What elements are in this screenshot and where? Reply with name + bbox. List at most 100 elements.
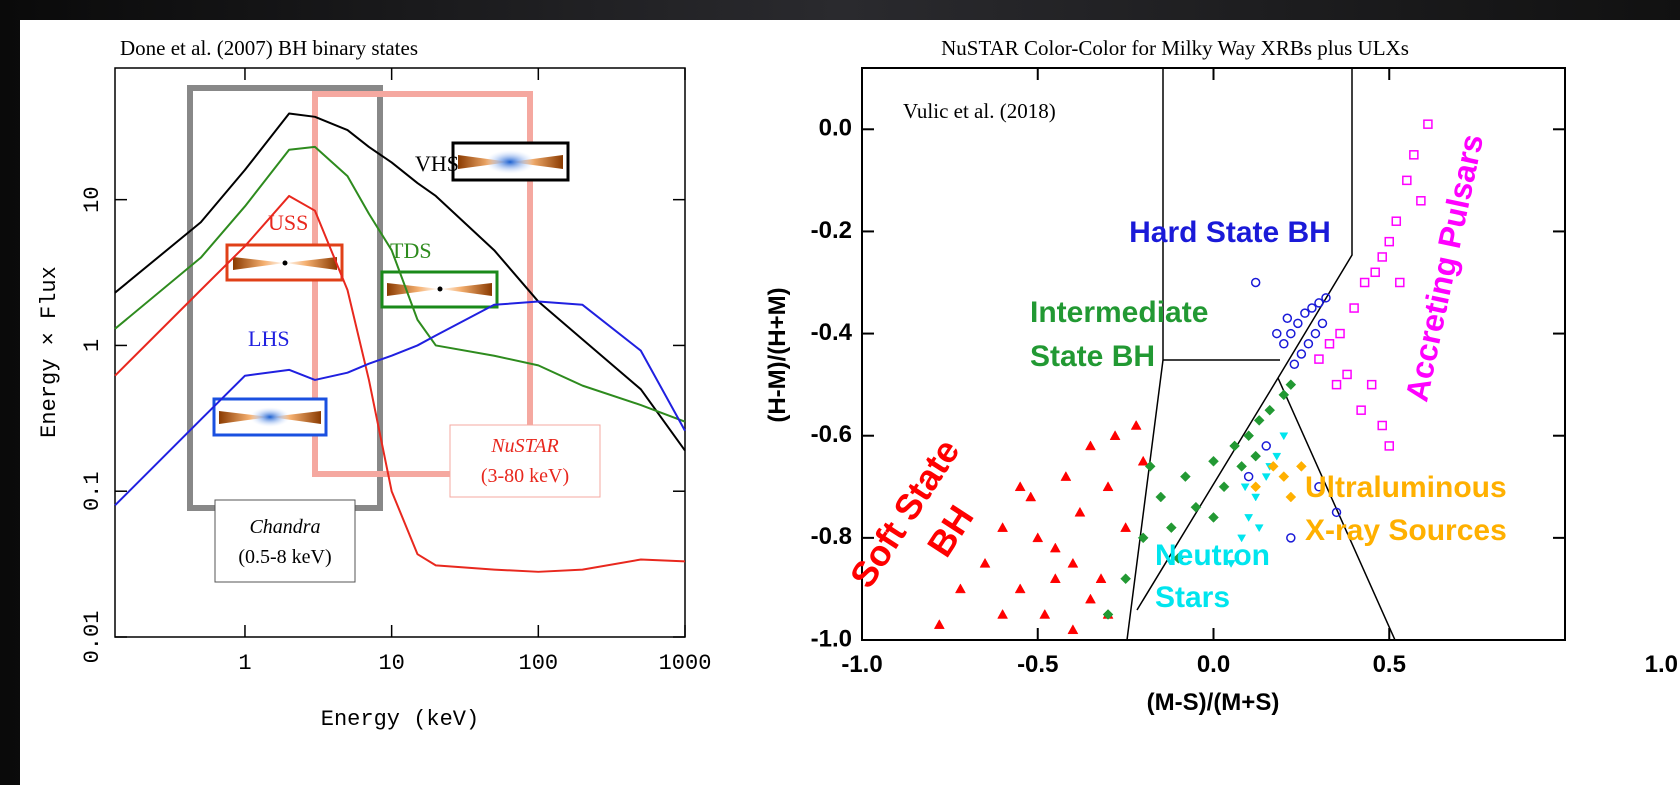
x-tick-label: 1 xyxy=(238,651,251,676)
x-axis-label: Energy (keV) xyxy=(321,707,479,732)
point xyxy=(1272,452,1282,461)
point xyxy=(1250,277,1261,288)
point xyxy=(1349,303,1359,313)
point xyxy=(1261,441,1271,451)
point xyxy=(1253,415,1265,426)
point xyxy=(1285,491,1297,503)
point xyxy=(1014,583,1026,594)
point xyxy=(1226,560,1236,568)
region-label: Ultraluminous xyxy=(1305,471,1507,504)
point xyxy=(1039,608,1051,619)
point xyxy=(1236,461,1247,472)
disk-icon xyxy=(225,243,344,282)
point xyxy=(1331,507,1342,518)
point xyxy=(1307,303,1317,313)
point xyxy=(1237,534,1247,543)
right-chart: NuSTAR Color-Color for Milky Way XRBs pl… xyxy=(764,36,1678,716)
point xyxy=(1251,493,1261,502)
point xyxy=(1085,593,1096,604)
point xyxy=(1317,318,1328,329)
disk-icon xyxy=(451,141,570,182)
point xyxy=(1267,461,1279,472)
point xyxy=(1402,175,1412,186)
point xyxy=(1377,420,1387,431)
point xyxy=(1243,430,1255,442)
x-tick-label: 1.0 xyxy=(1645,651,1678,678)
point xyxy=(1261,473,1271,482)
point xyxy=(1377,252,1387,262)
point xyxy=(1165,522,1177,533)
point xyxy=(1285,379,1297,390)
point xyxy=(1321,293,1331,303)
point xyxy=(1102,609,1114,620)
series-line xyxy=(114,194,686,573)
point xyxy=(1279,432,1289,441)
y-axis-label: (H-M)/(H+M) xyxy=(764,287,791,422)
point xyxy=(1208,455,1219,467)
point xyxy=(1300,308,1310,318)
point xyxy=(979,557,991,568)
point xyxy=(1120,573,1131,585)
x-tick-label: 1000 xyxy=(659,651,712,676)
nustar-box xyxy=(312,91,533,477)
point xyxy=(1060,471,1072,481)
point xyxy=(1014,481,1026,492)
point xyxy=(1356,405,1366,415)
plot-frame xyxy=(114,67,686,638)
point xyxy=(1296,461,1307,472)
x-tick-label: 100 xyxy=(519,651,559,676)
point xyxy=(1250,481,1262,493)
point xyxy=(1095,573,1107,583)
point xyxy=(1137,455,1149,466)
point xyxy=(997,522,1009,532)
point xyxy=(1303,339,1314,349)
series-label: LHS xyxy=(248,326,290,351)
x-tick-label: -1.0 xyxy=(841,651,882,678)
point xyxy=(1243,471,1254,482)
y-tick-label: -0.6 xyxy=(811,421,852,448)
point xyxy=(1286,328,1296,339)
point xyxy=(1190,501,1202,513)
point xyxy=(1391,216,1402,226)
annotation: Vulic et al. (2018) xyxy=(903,99,1056,123)
chandra-label-box xyxy=(214,499,356,583)
y-tick-label: -0.2 xyxy=(811,217,852,244)
point xyxy=(1244,514,1254,522)
point xyxy=(1218,481,1230,493)
series-label: VHS xyxy=(415,151,459,176)
region-label: Neutron xyxy=(1155,539,1270,572)
point xyxy=(1208,512,1219,523)
series-line xyxy=(114,145,686,423)
region-label: Hard State BH xyxy=(1129,216,1331,249)
point xyxy=(1395,277,1405,288)
point xyxy=(1370,267,1380,278)
point xyxy=(1335,328,1345,339)
series-label: TDS xyxy=(390,238,432,263)
series-label: USS xyxy=(268,210,308,235)
point xyxy=(1102,481,1114,492)
point xyxy=(1296,349,1307,359)
point xyxy=(1025,491,1037,502)
region-label: State BH xyxy=(1030,340,1155,373)
point xyxy=(1289,359,1300,369)
point xyxy=(1423,119,1433,129)
x-tick-label: 0.5 xyxy=(1373,651,1406,678)
y-tick-label: 1 xyxy=(80,339,105,352)
point xyxy=(997,608,1009,619)
point xyxy=(1359,277,1370,288)
point xyxy=(1067,557,1079,568)
point xyxy=(1120,522,1132,532)
y-tick-label: -1.0 xyxy=(811,625,852,652)
x-tick-label: 0.0 xyxy=(1197,651,1230,678)
point xyxy=(954,583,966,594)
disk-icon xyxy=(212,397,328,437)
point xyxy=(1085,440,1096,451)
x-axis-label: (M-S)/(M+S) xyxy=(1147,689,1280,716)
region-label: Intermediate xyxy=(1030,296,1208,329)
point xyxy=(1331,379,1342,390)
point xyxy=(1366,379,1377,390)
point xyxy=(1272,328,1282,339)
chart-title: NuSTAR Color-Color for Milky Way XRBs pl… xyxy=(941,36,1409,60)
